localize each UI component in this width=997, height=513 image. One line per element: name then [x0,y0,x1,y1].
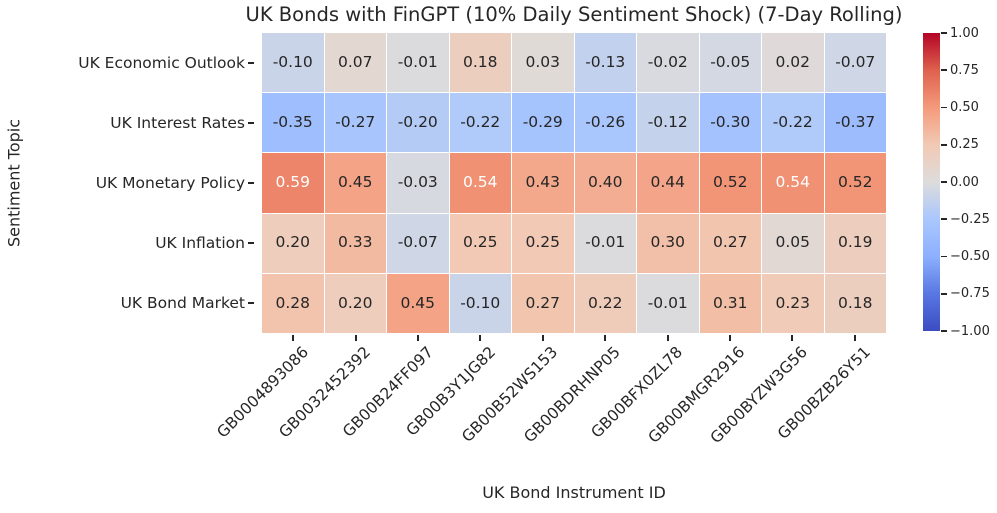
y-tick-label: UK Bond Market [120,294,245,312]
x-tick-mark [479,335,482,341]
y-tick-mark [248,62,254,64]
heatmap-cell: 0.07 [324,33,386,93]
heatmap-cell: -0.13 [574,33,636,93]
heatmap-cell: 0.02 [762,33,824,93]
colorbar-tick-mark [941,218,947,221]
colorbar-tick-label: −0.25 [950,211,990,227]
y-tick-label: UK Monetary Policy [95,174,245,192]
colorbar-tick-mark [941,106,947,109]
heatmap-cell: -0.26 [574,93,636,153]
heatmap-cell: 0.40 [574,153,636,213]
heatmap-cell: 0.59 [262,153,324,213]
heatmap-cell: -0.37 [824,93,886,153]
heatmap-cell: 0.45 [387,273,449,333]
heatmap-cell: -0.10 [449,273,511,333]
colorbar-tick-label: 0.50 [950,100,979,115]
x-tick-mark [791,335,794,341]
x-tick-mark [729,335,731,341]
heatmap-cell: -0.29 [512,93,574,153]
colorbar-tick-mark [941,32,947,34]
x-tick-mark [666,335,669,341]
heatmap-cell: -0.01 [637,273,699,333]
heatmap-cell: 0.05 [762,213,824,273]
heatmap-cell: 0.03 [512,33,574,93]
heatmap-grid: -0.10 0.07 -0.01 0.18 0.03 -0.13 -0.02 -0.05 0.0… [262,33,886,333]
y-tick-label: UK Economic Outlook [78,54,245,72]
x-axis-label: UK Bond Instrument ID [482,483,666,502]
heatmap-cell: 0.30 [637,213,699,273]
colorbar-tick-mark [941,143,947,146]
y-tick-mark [248,182,254,184]
y-tick-mark [248,122,254,124]
colorbar-tick-label: 1.00 [950,25,979,41]
x-tick-mark [417,335,419,341]
heatmap-cell: 0.18 [824,273,886,333]
heatmap-cell: -0.05 [699,33,761,93]
heatmap-cell: -0.01 [387,33,449,93]
x-tick-mark [604,335,607,341]
heatmap-cell: -0.20 [387,93,449,153]
colorbar-tick-mark [941,181,947,183]
heatmap-cell: 0.27 [512,273,574,333]
heatmap-cell: -0.01 [574,213,636,273]
heatmap-cell: 0.31 [699,273,761,333]
heatmap-cell: -0.30 [699,93,761,153]
x-tick-mark [292,335,295,341]
heatmap-cell: 0.25 [449,213,511,273]
colorbar-gradient [923,33,940,331]
colorbar-tick-mark [941,330,947,332]
heatmap-cell: -0.27 [324,93,386,153]
colorbar-tick-label: 0.25 [950,137,979,153]
chart-title: UK Bonds with FinGPT (10% Daily Sentimen… [245,3,903,26]
heatmap-cell: -0.03 [387,153,449,213]
colorbar-tick-label: −1.00 [950,323,990,339]
heatmap-cell: 0.44 [637,153,699,213]
heatmap-cell: -0.02 [637,33,699,93]
x-tick-mark [354,335,357,341]
heatmap-cell: 0.43 [512,153,574,213]
y-tick-mark [248,242,254,244]
heatmap-cell: 0.45 [324,153,386,213]
colorbar-tick-label: 0.00 [950,174,979,190]
heatmap-cell: 0.18 [449,33,511,93]
colorbar-tick-mark [941,292,947,295]
y-tick-mark [248,302,254,304]
colorbar-tick-label: 0.75 [950,62,979,78]
heatmap-cell: 0.20 [324,273,386,333]
heatmap-cell: 0.33 [324,213,386,273]
colorbar-tick-mark [941,255,947,258]
heatmap-cell: 0.52 [699,153,761,213]
heatmap-cell: 0.22 [574,273,636,333]
heatmap-cell: -0.35 [262,93,324,153]
colorbar-tick-label: −0.75 [950,286,990,302]
heatmap-cell: 0.54 [762,153,824,213]
heatmap-cell: 0.23 [762,273,824,333]
colorbar-tick-mark [941,69,947,72]
heatmap-cell: -0.07 [387,213,449,273]
heatmap-cell: -0.12 [637,93,699,153]
heatmap-cell: 0.25 [512,213,574,273]
colorbar-tick-label: −0.50 [950,249,990,264]
heatmap-cell: 0.20 [262,213,324,273]
heatmap-cell: -0.22 [762,93,824,153]
x-tick-mark [853,335,856,341]
y-tick-label: UK Inflation [155,234,245,252]
heatmap-cell: -0.22 [449,93,511,153]
heatmap-cell: -0.10 [262,33,324,93]
heatmap-cell: 0.54 [449,153,511,213]
heatmap-cell: 0.52 [824,153,886,213]
y-tick-label: UK Interest Rates [110,114,245,132]
heatmap-cell: 0.19 [824,213,886,273]
heatmap-cell: 0.27 [699,213,761,273]
heatmap-cell: -0.07 [824,33,886,93]
heatmap-cell: 0.28 [262,273,324,333]
x-tick-mark [541,335,544,341]
